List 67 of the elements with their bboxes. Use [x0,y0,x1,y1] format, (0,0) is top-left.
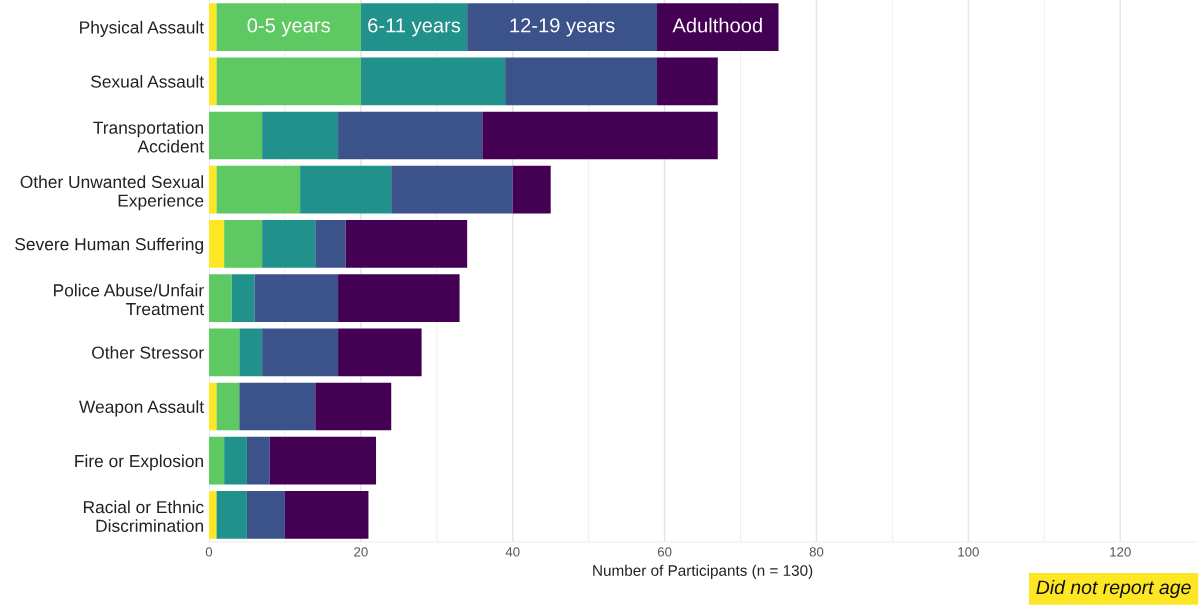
text: Did not report age [1036,579,1191,599]
series-label: Adulthood [672,17,762,33]
bar [216,3,361,51]
bar [216,382,240,431]
x-tick-label: 60 [657,547,672,557]
bar [224,220,263,268]
bar [254,274,339,322]
x-tick-label: 100 [958,547,979,557]
y-tick-label: Police Abuse/Unfair Treatment [54,283,204,316]
bar [239,382,316,431]
bar [482,111,718,160]
bar [505,57,658,106]
bar [208,491,217,539]
bar [315,220,346,268]
bar [208,382,217,431]
bar [231,274,255,322]
bar [338,111,483,160]
bar [657,3,779,51]
bar [208,3,217,51]
bar [208,57,217,106]
bar [216,57,361,106]
bar [239,328,263,377]
bar [345,220,468,268]
bar [284,491,369,539]
bar [208,165,217,214]
bar [246,436,270,485]
y-tick-label: Fire or Explosion [75,454,203,471]
bar [208,111,263,160]
x-axis-title: Number of Participants (n = 130) [593,564,813,579]
x-tick-label: 20 [354,547,368,557]
x-tick-label: 80 [809,547,824,557]
bar [338,328,422,377]
bar [391,165,513,214]
y-tick-label: Racial or Ethnic Discrimination [83,500,204,532]
bar [360,57,506,106]
series-label: 12-19 years [510,18,615,37]
series-label: 0-5 years [247,18,330,37]
bar [269,436,377,485]
bar [216,165,301,214]
y-tick-label: Other Stressor [92,346,204,359]
bar [338,274,460,322]
bar [315,382,392,431]
bar [224,436,247,485]
bar [467,3,658,51]
x-tick-label: 0 [205,547,213,557]
x-tick-label: 40 [505,547,520,557]
series-label: 6-11 years [368,18,461,37]
y-tick-label: Other Unwanted Sexual Experience [20,175,204,211]
bar [512,165,551,214]
bar [246,491,285,539]
bar [208,328,240,377]
bar [360,3,468,51]
bar [262,111,339,160]
bar [262,220,316,268]
bar [208,436,225,485]
y-tick-label: Physical Assault [80,20,204,37]
bar [216,491,247,539]
bar [262,328,339,377]
y-tick-label: Severe Human Suffering [15,237,204,254]
bar [208,220,225,268]
y-tick-label: Transportation Accident [93,121,204,153]
y-tick-label: Sexual Assault [91,75,204,88]
y-tick-label: Weapon Assault [79,400,204,417]
bar [208,274,232,322]
bar [300,165,392,214]
bar [657,57,718,106]
x-tick-label: 120 [1110,547,1131,557]
